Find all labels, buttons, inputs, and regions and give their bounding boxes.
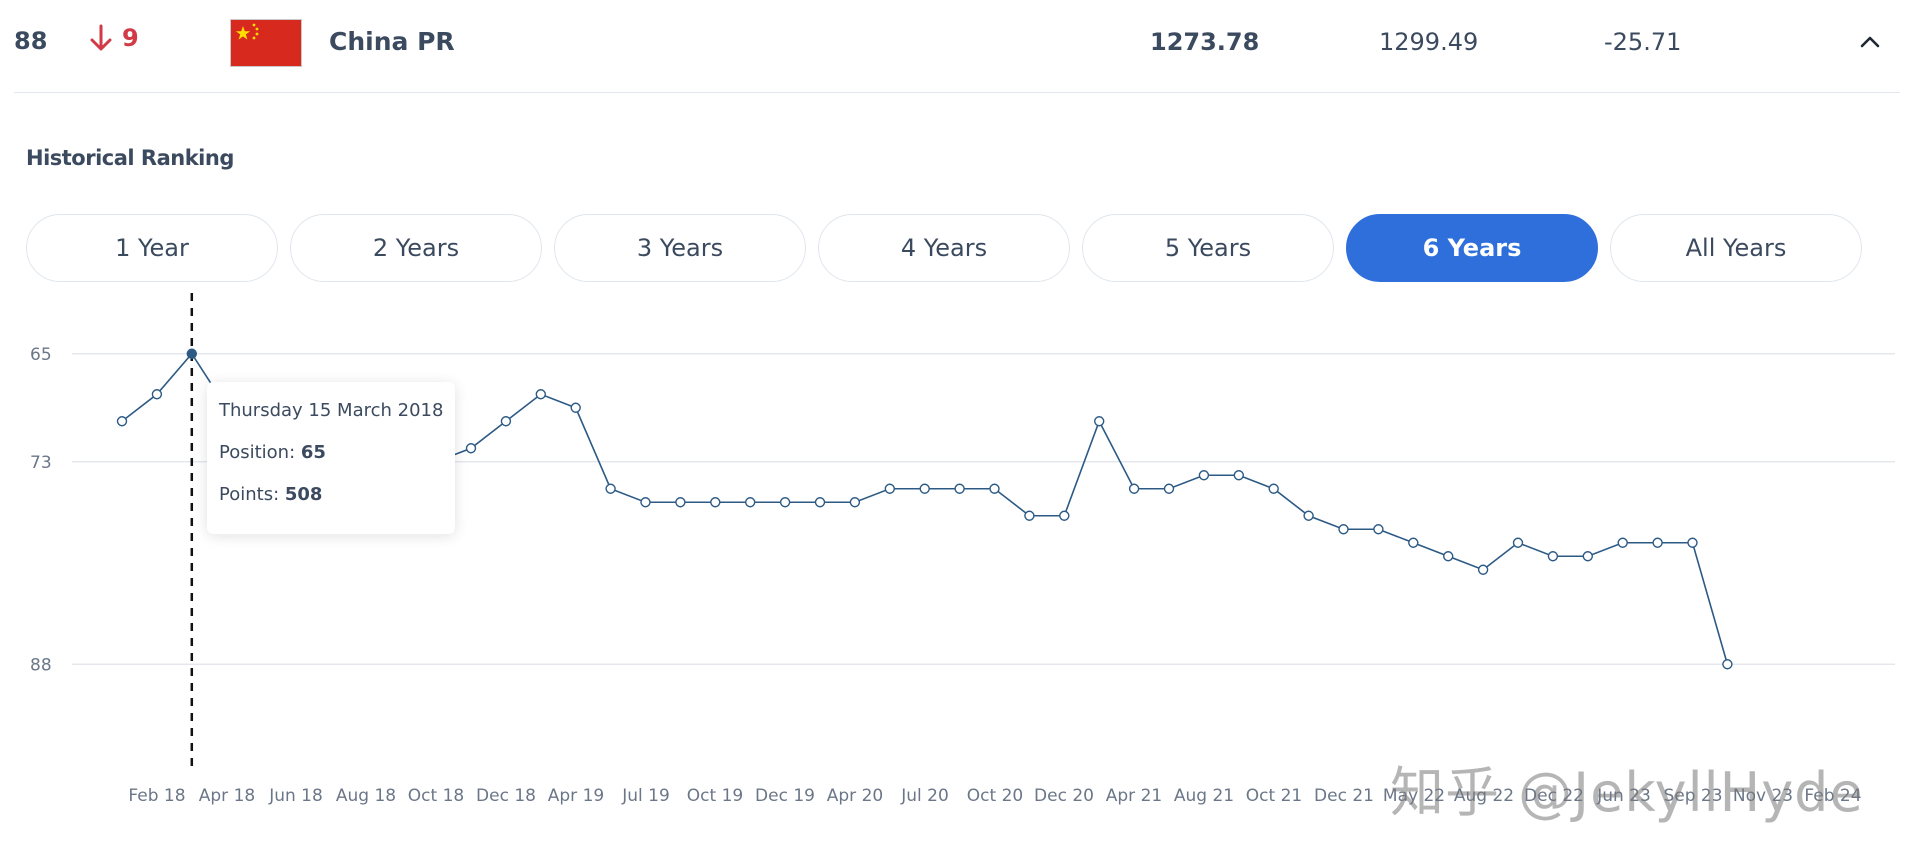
watermark: 知乎 @JekyllHyde	[1390, 761, 1864, 824]
data-point[interactable]	[1128, 483, 1140, 494]
data-point[interactable]	[1617, 537, 1628, 548]
tooltip-date: Thursday 15 March 2018	[219, 400, 444, 421]
data-point[interactable]	[1477, 564, 1489, 575]
data-point[interactable]	[535, 389, 546, 400]
previous-points: 1299.49	[1379, 28, 1479, 56]
tooltip-position: Position: 65	[219, 442, 443, 463]
x-tick-label: Feb 24	[1804, 786, 1861, 806]
tab-5-years[interactable]: 5 Years	[1082, 214, 1334, 282]
data-point[interactable]	[989, 483, 1000, 494]
data-point[interactable]	[500, 416, 512, 427]
x-tick-label: Jul 20	[900, 786, 949, 806]
x-tick-label: Apr 18	[199, 786, 255, 806]
tooltip-points-value: 508	[284, 484, 323, 505]
data-point[interactable]	[1303, 510, 1314, 521]
china-flag-icon	[230, 19, 302, 67]
data-point[interactable]	[814, 497, 826, 508]
x-tick-label: Aug 18	[336, 786, 396, 806]
chart-tooltip: Thursday 15 March 2018 Position: 65 Poin…	[207, 382, 455, 534]
data-point[interactable]	[849, 497, 861, 508]
y-tick-label: 73	[30, 453, 52, 473]
tooltip-position-value: 65	[300, 442, 326, 463]
x-tick-label: May 22	[1383, 786, 1445, 806]
ranking-row[interactable]: 88 9 China PR 1273.78 1299.49 -25.71	[14, 0, 1900, 93]
data-point[interactable]	[1582, 551, 1594, 562]
tab-all-years[interactable]: All Years	[1610, 214, 1862, 282]
arrow-down-icon	[90, 24, 112, 51]
data-point[interactable]	[1059, 510, 1070, 521]
x-tick-label: Nov 23	[1733, 786, 1793, 806]
period-tabs: 1 Year 2 Years 3 Years 4 Years 5 Years 6…	[26, 214, 1862, 282]
rank-change: 9	[90, 24, 139, 52]
data-point[interactable]	[570, 402, 581, 413]
data-point[interactable]	[710, 497, 721, 508]
tooltip-position-label: Position:	[219, 442, 296, 463]
data-point[interactable]	[1198, 470, 1210, 481]
data-point[interactable]	[919, 483, 930, 494]
ranking-chart[interactable]: 65 73 88 Feb 18 Apr 18 Jun 18 Aug 18 Oct 18 Dec …	[0, 285, 1912, 825]
rank-number: 88	[14, 27, 48, 55]
x-tick-label: Jun 23	[1596, 786, 1651, 806]
x-tick-label: Apr 20	[827, 786, 883, 806]
data-point[interactable]	[605, 483, 616, 494]
tab-6-years[interactable]: 6 Years	[1346, 214, 1598, 282]
data-point[interactable]	[1338, 524, 1349, 535]
x-tick-label: Dec 18	[476, 786, 536, 806]
chevron-up-icon[interactable]	[1858, 30, 1882, 54]
data-point[interactable]	[465, 443, 477, 454]
points-difference: -25.71	[1604, 28, 1682, 56]
data-point[interactable]	[675, 497, 686, 508]
x-tick-label: Sep 23	[1663, 786, 1722, 806]
data-point[interactable]	[1373, 524, 1384, 535]
tab-3-years[interactable]: 3 Years	[554, 214, 806, 282]
total-points: 1273.78	[1150, 28, 1260, 56]
y-tick-label: 88	[30, 655, 52, 675]
data-point[interactable]	[1233, 470, 1245, 481]
data-point[interactable]	[151, 389, 163, 400]
tab-2-years[interactable]: 2 Years	[290, 214, 542, 282]
section-title: Historical Ranking	[26, 146, 234, 170]
data-point[interactable]	[116, 416, 128, 427]
data-point[interactable]	[884, 483, 895, 494]
x-tick-label: Apr 19	[548, 786, 604, 806]
x-tick-label: Dec 22	[1524, 786, 1584, 806]
x-tick-label: Oct 18	[408, 786, 464, 806]
x-tick-label: Oct 21	[1246, 786, 1302, 806]
tooltip-points-label: Points:	[219, 484, 280, 505]
x-tick-label: Dec 20	[1034, 786, 1094, 806]
data-point[interactable]	[1163, 483, 1175, 494]
data-point[interactable]	[1442, 551, 1454, 562]
x-tick-label: Dec 19	[755, 786, 815, 806]
data-point[interactable]	[779, 497, 791, 508]
tooltip-points: Points: 508	[219, 484, 443, 505]
data-point[interactable]	[1024, 510, 1035, 521]
x-tick-label: Apr 21	[1106, 786, 1162, 806]
data-point[interactable]	[1547, 551, 1559, 562]
tab-4-years[interactable]: 4 Years	[818, 214, 1070, 282]
y-tick-label: 65	[30, 345, 52, 365]
data-point[interactable]	[954, 483, 965, 494]
x-tick-label: Jun 18	[268, 786, 323, 806]
tab-1-year[interactable]: 1 Year	[26, 214, 278, 282]
data-point[interactable]	[745, 497, 756, 508]
data-point[interactable]	[1408, 537, 1419, 548]
x-tick-label: Aug 21	[1174, 786, 1234, 806]
x-tick-label: Dec 21	[1314, 786, 1374, 806]
data-point[interactable]	[1512, 537, 1524, 548]
data-point[interactable]	[1687, 537, 1698, 548]
x-tick-label: Aug 22	[1454, 786, 1514, 806]
x-tick-label: Feb 18	[128, 786, 185, 806]
x-tick-label: Jul 19	[621, 786, 670, 806]
x-tick-label: Oct 20	[967, 786, 1023, 806]
data-point[interactable]	[640, 497, 651, 508]
data-point[interactable]	[1722, 659, 1733, 670]
data-point[interactable]	[1652, 537, 1663, 548]
x-tick-label: Oct 19	[687, 786, 743, 806]
country-name[interactable]: China PR	[329, 27, 455, 56]
rank-change-value: 9	[122, 24, 139, 52]
data-point[interactable]	[1093, 416, 1105, 427]
data-point[interactable]	[1268, 483, 1279, 494]
data-point[interactable]	[186, 348, 198, 359]
